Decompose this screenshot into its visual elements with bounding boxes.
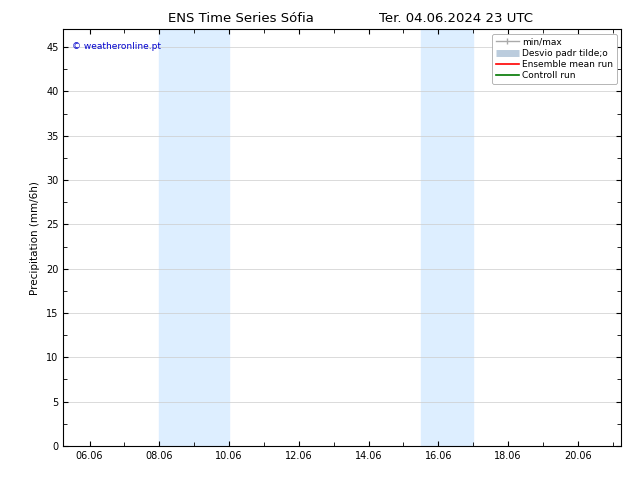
Bar [421,29,473,446]
Text: ENS Time Series Sófia: ENS Time Series Sófia [168,12,314,25]
Legend: min/max, Desvio padr tilde;o, Ensemble mean run, Controll run: min/max, Desvio padr tilde;o, Ensemble m… [493,34,617,84]
Bar [159,29,229,446]
Y-axis label: Precipitation (mm/6h): Precipitation (mm/6h) [30,181,41,294]
Text: Ter. 04.06.2024 23 UTC: Ter. 04.06.2024 23 UTC [380,12,533,25]
Text: © weatheronline.pt: © weatheronline.pt [72,42,161,51]
